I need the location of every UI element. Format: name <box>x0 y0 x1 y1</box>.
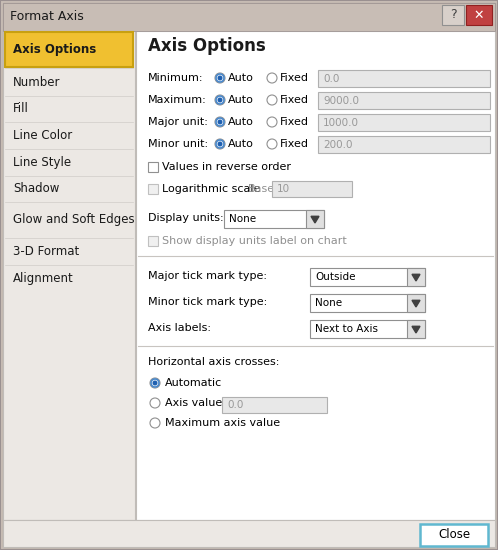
Text: Number: Number <box>13 75 60 89</box>
Circle shape <box>215 73 225 83</box>
Bar <box>318 70 490 87</box>
Circle shape <box>152 381 157 386</box>
Circle shape <box>267 73 277 83</box>
Bar <box>420 524 488 546</box>
Text: ?: ? <box>450 8 456 21</box>
Text: Minor tick mark type:: Minor tick mark type: <box>148 297 267 307</box>
Text: Automatic: Automatic <box>165 378 222 388</box>
Text: Close: Close <box>438 529 470 542</box>
Circle shape <box>218 119 223 124</box>
Text: Alignment: Alignment <box>13 272 74 285</box>
Text: 1000.0: 1000.0 <box>323 118 359 128</box>
Bar <box>224 210 324 228</box>
Bar <box>318 136 490 153</box>
Text: 9000.0: 9000.0 <box>323 96 359 106</box>
Text: Next to Axis: Next to Axis <box>315 324 378 334</box>
Text: None: None <box>315 298 342 308</box>
Bar <box>407 320 425 338</box>
Circle shape <box>267 139 277 149</box>
Circle shape <box>215 95 225 105</box>
Text: Minor unit:: Minor unit: <box>148 139 208 149</box>
Circle shape <box>215 139 225 149</box>
Text: 200.0: 200.0 <box>323 140 353 150</box>
Text: 10: 10 <box>277 184 290 194</box>
Text: Auto: Auto <box>228 95 254 105</box>
Text: Display units:: Display units: <box>148 213 224 223</box>
Circle shape <box>218 75 223 80</box>
Bar <box>3 3 495 31</box>
Text: Axis Options: Axis Options <box>13 43 96 56</box>
Circle shape <box>218 97 223 102</box>
Bar <box>318 114 490 131</box>
Text: Axis value:: Axis value: <box>165 398 226 408</box>
Text: Show display units label on chart: Show display units label on chart <box>162 236 347 246</box>
Text: Fill: Fill <box>13 102 29 116</box>
Bar <box>5 32 133 67</box>
Text: Glow and Soft Edges: Glow and Soft Edges <box>13 213 134 227</box>
Text: Base:: Base: <box>248 184 279 194</box>
Text: Maximum:: Maximum: <box>148 95 207 105</box>
Bar <box>222 397 327 413</box>
Text: Major unit:: Major unit: <box>148 117 208 127</box>
Bar <box>148 162 158 172</box>
Bar <box>310 294 425 312</box>
Text: Auto: Auto <box>228 139 254 149</box>
Text: Minimum:: Minimum: <box>148 73 204 83</box>
Bar <box>136 31 495 520</box>
Text: Auto: Auto <box>228 117 254 127</box>
Text: Axis Options: Axis Options <box>148 37 266 55</box>
Circle shape <box>150 378 160 388</box>
Bar <box>306 210 324 228</box>
Polygon shape <box>311 216 319 223</box>
Circle shape <box>150 418 160 428</box>
Text: Axis labels:: Axis labels: <box>148 323 211 333</box>
Text: Line Color: Line Color <box>13 129 72 142</box>
Text: Values in reverse order: Values in reverse order <box>162 162 291 172</box>
Bar <box>407 294 425 312</box>
Bar <box>407 268 425 286</box>
Text: Fixed: Fixed <box>280 117 309 127</box>
Circle shape <box>218 141 223 146</box>
Bar <box>442 5 464 25</box>
Text: Shadow: Shadow <box>13 183 59 195</box>
Bar <box>310 320 425 338</box>
Bar <box>3 31 135 520</box>
Circle shape <box>267 117 277 127</box>
Text: 0.0: 0.0 <box>227 400 244 410</box>
Text: Fixed: Fixed <box>280 73 309 83</box>
Text: Line Style: Line Style <box>13 156 71 169</box>
Text: Horizontal axis crosses:: Horizontal axis crosses: <box>148 357 279 367</box>
Circle shape <box>215 117 225 127</box>
Polygon shape <box>412 300 420 307</box>
Bar <box>272 181 352 197</box>
Bar <box>310 268 425 286</box>
Bar <box>148 184 158 194</box>
Text: Logarithmic scale: Logarithmic scale <box>162 184 260 194</box>
Text: Maximum axis value: Maximum axis value <box>165 418 280 428</box>
Text: Major tick mark type:: Major tick mark type: <box>148 271 267 281</box>
Polygon shape <box>412 326 420 333</box>
Text: Outside: Outside <box>315 272 356 282</box>
Bar <box>318 92 490 109</box>
Text: Auto: Auto <box>228 73 254 83</box>
Text: ✕: ✕ <box>474 8 484 21</box>
Circle shape <box>267 95 277 105</box>
Bar <box>148 236 158 246</box>
Circle shape <box>150 398 160 408</box>
Text: Fixed: Fixed <box>280 95 309 105</box>
Bar <box>3 520 495 547</box>
Polygon shape <box>412 274 420 281</box>
Bar <box>466 5 492 25</box>
Text: 0.0: 0.0 <box>323 74 339 84</box>
Text: Fixed: Fixed <box>280 139 309 149</box>
Text: 3-D Format: 3-D Format <box>13 245 79 258</box>
Text: None: None <box>229 214 256 224</box>
Text: Format Axis: Format Axis <box>10 10 84 24</box>
